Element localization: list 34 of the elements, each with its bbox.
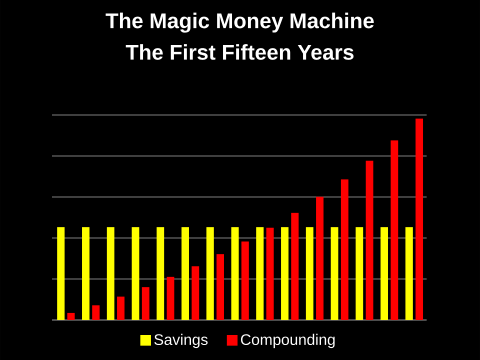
bar [306, 227, 314, 320]
bar [82, 227, 90, 320]
bar [216, 254, 224, 320]
bar [67, 312, 75, 320]
bar [132, 227, 140, 320]
bar [106, 227, 114, 320]
bar [156, 227, 164, 320]
bar [266, 228, 274, 320]
bar [316, 196, 324, 320]
bar [291, 212, 299, 320]
bar [231, 227, 239, 320]
bar [206, 227, 214, 320]
bar [356, 227, 364, 320]
bar [330, 227, 338, 320]
bar [416, 118, 424, 320]
bar [390, 140, 398, 320]
legend-label: Savings [154, 334, 208, 348]
bar [166, 276, 174, 320]
bar [192, 266, 200, 320]
bar [142, 287, 150, 320]
legend-label: Compounding [240, 334, 335, 348]
bar [405, 227, 413, 320]
bar [57, 227, 65, 320]
chart-title: The Magic Money Machine [106, 12, 374, 33]
bar [117, 296, 124, 320]
bar [281, 227, 288, 320]
bar [241, 241, 249, 320]
bar [340, 179, 348, 320]
bar [256, 227, 264, 320]
bar [182, 227, 189, 320]
bar [92, 305, 100, 320]
bar [366, 160, 374, 320]
chart-subtitle: The First Fifteen Years [126, 44, 354, 60]
bar [380, 227, 388, 320]
